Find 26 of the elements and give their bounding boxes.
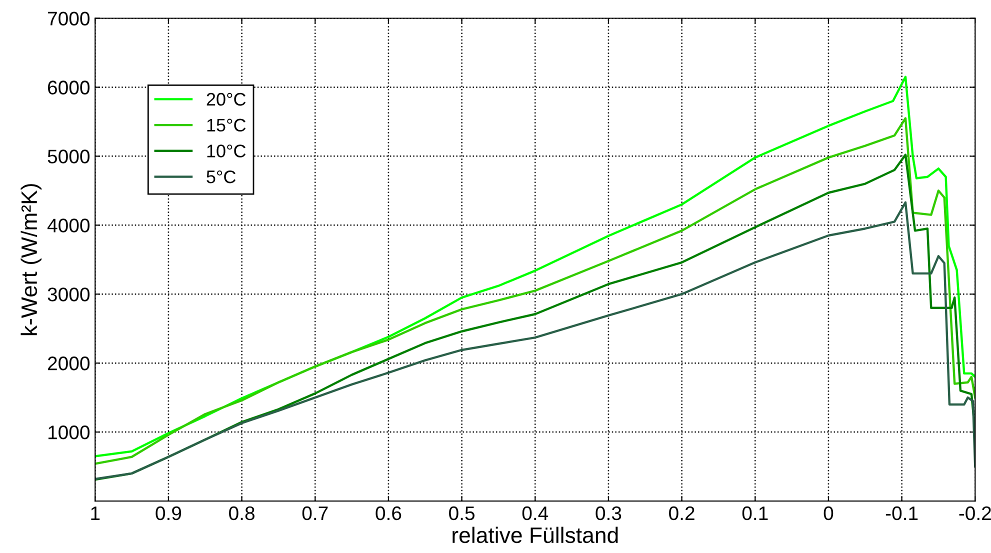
- x-tick-label: 0.9: [156, 506, 182, 520]
- y-tick-label: 4000: [47, 218, 90, 232]
- y-tick-label: 6000: [48, 80, 90, 94]
- legend-label: 20°C: [206, 92, 246, 106]
- x-tick-label: 0.1: [742, 506, 768, 520]
- legend-label: 15°C: [207, 118, 246, 132]
- x-tick-label: 0.6: [376, 506, 402, 520]
- y-tick-label: 2000: [48, 356, 90, 370]
- legend-label: 5°C: [206, 170, 236, 184]
- x-tick-label: 0: [824, 506, 834, 520]
- y-tick-label: 7000: [48, 12, 90, 26]
- x-tick-label: 0.3: [596, 506, 622, 520]
- x-tick-label: -0.1: [886, 506, 918, 520]
- y-tick-label: 5000: [48, 150, 90, 164]
- x-axis-title: relative Füllstand: [452, 526, 618, 544]
- x-tick-label: 1: [91, 506, 100, 520]
- x-tick-label: 0.2: [669, 506, 694, 520]
- x-tick-label: 0.8: [229, 506, 254, 520]
- x-tick-label: -0.2: [959, 506, 991, 520]
- x-tick-label: 0.4: [522, 506, 548, 520]
- y-tick-label: 1000: [48, 426, 90, 440]
- x-tick-label: 0.7: [302, 506, 328, 520]
- y-axis-title: k-Wert (W/m²K): [20, 184, 42, 336]
- legend-label: 10°C: [207, 144, 246, 158]
- x-tick-label: 0.5: [449, 506, 475, 520]
- y-tick-label: 3000: [48, 288, 90, 302]
